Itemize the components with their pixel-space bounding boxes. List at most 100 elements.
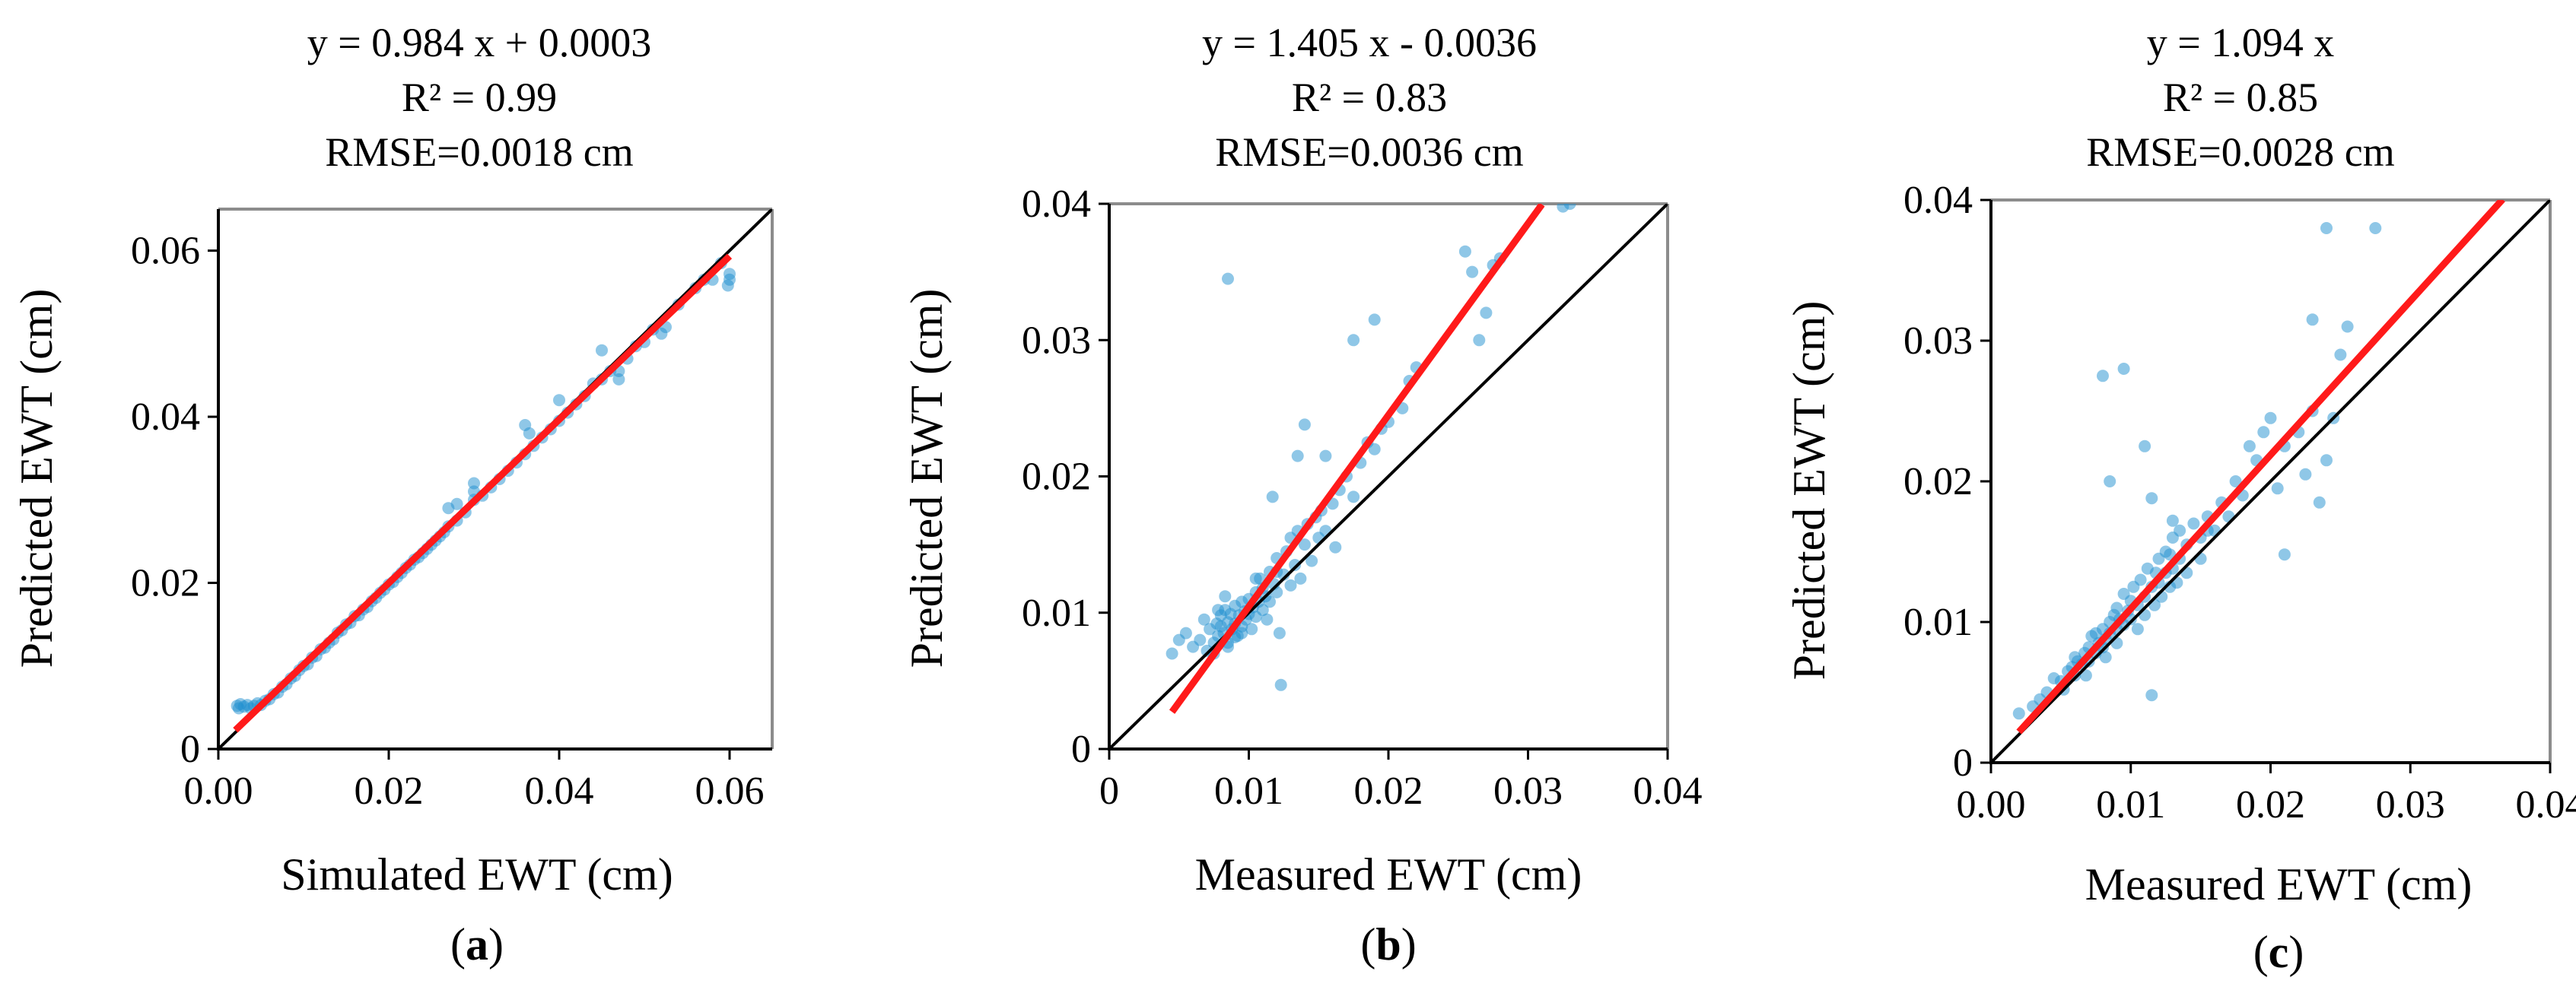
panel-caption-letter: a bbox=[466, 919, 488, 970]
data-point bbox=[2314, 497, 2326, 509]
panel-caption: (a) bbox=[450, 919, 504, 970]
y-tick-label: 0.04 bbox=[131, 395, 200, 439]
equation-line-2: R² = 0.99 bbox=[402, 75, 557, 120]
x-tick-label: 0.03 bbox=[1493, 770, 1563, 813]
y-tick-label: 0.02 bbox=[1903, 460, 1973, 503]
y-tick-label: 0.02 bbox=[1022, 455, 1091, 499]
x-axis-title: Simulated EWT (cm) bbox=[281, 849, 673, 900]
data-point bbox=[612, 373, 625, 386]
y-axis-title: Predicted EWT (cm) bbox=[902, 289, 952, 668]
data-point bbox=[2013, 707, 2025, 719]
data-point bbox=[596, 344, 608, 357]
data-point bbox=[1180, 627, 1192, 639]
data-point bbox=[722, 280, 734, 292]
y-axis-title: Predicted EWT (cm) bbox=[11, 289, 62, 668]
x-tick-label: 0.06 bbox=[695, 770, 765, 813]
data-point bbox=[1275, 679, 1287, 691]
data-point bbox=[2104, 475, 2116, 487]
data-point bbox=[2320, 454, 2333, 466]
data-point bbox=[2167, 515, 2179, 527]
data-point bbox=[1329, 541, 1341, 554]
x-axis-title: Measured EWT (cm) bbox=[1195, 849, 1582, 900]
data-point bbox=[2272, 482, 2284, 494]
identity-line bbox=[1109, 204, 1668, 749]
data-point bbox=[1261, 614, 1273, 626]
data-point bbox=[1212, 604, 1224, 616]
identity-line bbox=[1991, 200, 2550, 763]
data-point bbox=[2244, 440, 2256, 452]
x-axis-title: Measured EWT (cm) bbox=[2085, 859, 2473, 909]
data-point bbox=[2265, 412, 2277, 424]
x-tick-label: 0.02 bbox=[1354, 770, 1423, 813]
data-point bbox=[2145, 689, 2158, 701]
y-tick-label: 0.03 bbox=[1903, 319, 1973, 363]
data-point bbox=[1564, 198, 1576, 210]
regression-line bbox=[2019, 199, 2503, 732]
data-point bbox=[1194, 634, 1206, 646]
x-tick-label: 0.04 bbox=[525, 770, 594, 813]
data-point bbox=[2257, 426, 2269, 438]
data-point bbox=[2110, 602, 2123, 614]
data-point bbox=[2307, 313, 2319, 325]
data-point bbox=[553, 394, 565, 406]
data-point bbox=[2132, 623, 2144, 635]
data-point bbox=[2369, 222, 2381, 234]
y-axis-title: Predicted EWT (cm) bbox=[1784, 301, 1834, 681]
equation-line-3: RMSE=0.0036 cm bbox=[1215, 129, 1523, 175]
x-tick-label: 0.04 bbox=[1633, 770, 1703, 813]
equation-line-1: y = 1.405 x - 0.0036 bbox=[1202, 20, 1537, 65]
data-point bbox=[1319, 450, 1331, 462]
equation-line-1: y = 0.984 x + 0.0003 bbox=[307, 20, 651, 65]
equation-line-3: RMSE=0.0018 cm bbox=[325, 129, 633, 175]
panel-caption: (b) bbox=[1360, 919, 1416, 970]
y-tick-label: 0.02 bbox=[131, 562, 200, 605]
data-point bbox=[1459, 246, 1471, 258]
panel-b: y = 1.405 x - 0.0036 R² = 0.83 RMSE=0.00… bbox=[902, 20, 1703, 970]
panel-caption-letter: b bbox=[1375, 919, 1401, 970]
data-point bbox=[1294, 573, 1306, 585]
x-tick-label: 0.02 bbox=[2236, 783, 2305, 827]
data-point bbox=[1274, 627, 1286, 639]
data-point bbox=[1236, 627, 1248, 639]
data-point bbox=[2135, 574, 2147, 586]
y-tick-label: 0 bbox=[1953, 741, 1973, 785]
data-point bbox=[1347, 334, 1360, 346]
data-point bbox=[2139, 440, 2151, 452]
panel-a: y = 0.984 x + 0.0003 R² = 0.99 RMSE=0.00… bbox=[11, 20, 772, 970]
equation-line-1: y = 1.094 x bbox=[2147, 20, 2334, 65]
y-tick-label: 0.01 bbox=[1022, 592, 1091, 635]
data-point bbox=[2187, 518, 2199, 530]
data-point bbox=[1219, 590, 1231, 602]
x-tick-label: 0.04 bbox=[2516, 783, 2576, 827]
y-tick-label: 0.03 bbox=[1022, 319, 1091, 362]
data-points bbox=[2013, 222, 2382, 719]
x-tick-label: 0.00 bbox=[1957, 783, 2026, 827]
data-point bbox=[1473, 334, 1485, 346]
data-point bbox=[2118, 363, 2130, 375]
data-point bbox=[1222, 273, 1234, 285]
data-point bbox=[2279, 548, 2291, 560]
equation-line-3: RMSE=0.0028 cm bbox=[2086, 129, 2394, 175]
data-point bbox=[2342, 321, 2354, 333]
data-point bbox=[1292, 450, 1304, 462]
data-point bbox=[2320, 222, 2333, 234]
data-point bbox=[2334, 349, 2346, 361]
x-tick-label: 0.02 bbox=[355, 770, 424, 813]
data-point bbox=[1347, 490, 1360, 503]
equation-line-2: R² = 0.83 bbox=[1292, 75, 1447, 120]
x-tick-label: 0.03 bbox=[2376, 783, 2445, 827]
data-point bbox=[1166, 648, 1178, 660]
y-tick-label: 0.01 bbox=[1903, 601, 1973, 644]
data-point bbox=[1480, 306, 1492, 319]
x-tick-label: 0 bbox=[1099, 770, 1119, 813]
data-point bbox=[724, 268, 736, 280]
data-point bbox=[1369, 313, 1381, 325]
x-tick-label: 0.00 bbox=[184, 770, 253, 813]
data-point bbox=[2299, 468, 2311, 481]
y-tick-label: 0.04 bbox=[1903, 179, 1973, 222]
data-point bbox=[1285, 579, 1297, 592]
x-tick-label: 0.01 bbox=[2096, 783, 2165, 827]
